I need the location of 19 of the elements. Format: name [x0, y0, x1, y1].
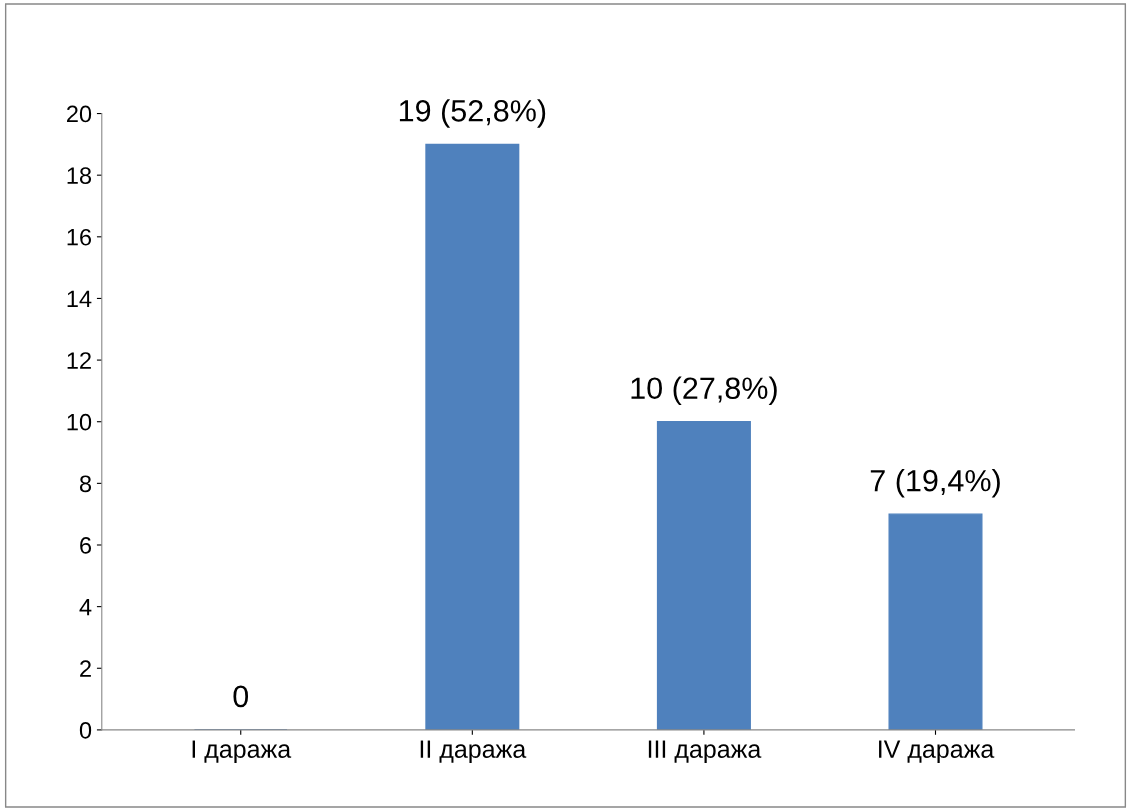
y-tick-label: 18: [67, 167, 92, 184]
x-tick-label: IV даража: [879, 740, 995, 763]
y-tick-label: 16: [67, 228, 92, 246]
x-tick-label: III даража: [648, 740, 762, 763]
y-tick-label: 8: [79, 475, 92, 493]
y-tick-label: 2: [80, 660, 91, 677]
y-tick-label: 20: [67, 105, 92, 123]
data-label: 0: [233, 685, 249, 708]
y-tick-label: 10: [67, 413, 92, 431]
y-tick-label: 6: [80, 537, 92, 554]
data-label: 10 (27,8%): [631, 376, 777, 406]
y-tick-label: 0: [79, 721, 92, 739]
y-tick-label: 12: [67, 352, 91, 369]
data-label: 19 (52,8%): [399, 99, 546, 128]
x-tick-label: I даража: [192, 740, 292, 763]
y-tick-label: 4: [79, 598, 92, 616]
data-label: 7 (19,4%): [870, 469, 1000, 498]
y-tick-label: 14: [67, 290, 92, 307]
x-tick-label: II даража: [420, 740, 527, 763]
